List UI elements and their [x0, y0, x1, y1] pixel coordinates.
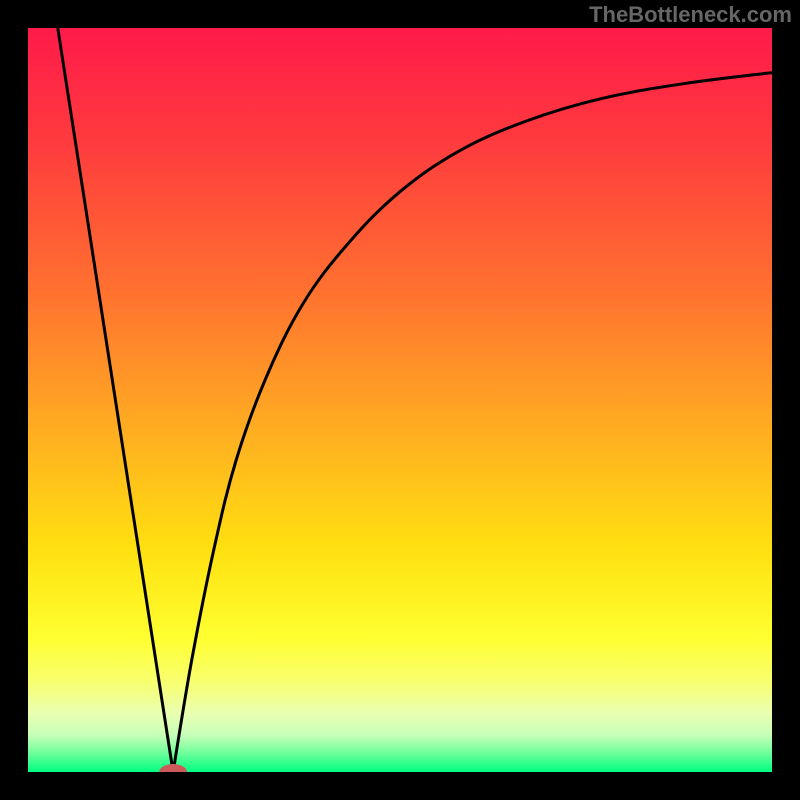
watermark-text: TheBottleneck.com	[589, 2, 792, 28]
chart-container: { "watermark": { "text": "TheBottleneck.…	[0, 0, 800, 800]
bottleneck-chart	[0, 0, 800, 800]
gradient-background	[28, 28, 772, 772]
